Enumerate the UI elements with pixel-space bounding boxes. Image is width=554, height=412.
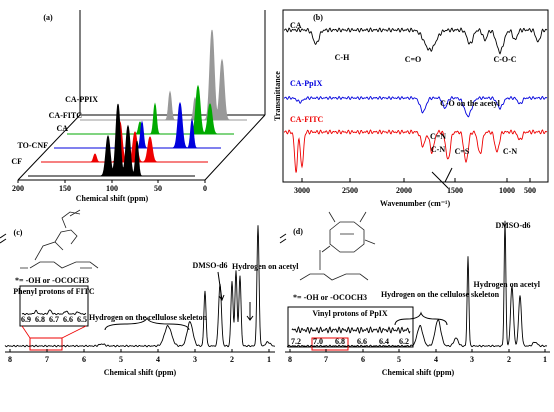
x-tick-label: 5	[397, 355, 401, 364]
annotation: C-O on the acetyl	[440, 99, 501, 108]
axis-title: Wavenumber (cm⁻¹)	[380, 199, 451, 208]
inset-tick: 6.2	[399, 337, 409, 346]
spectrum	[67, 84, 234, 135]
trace-label: CA-FITC	[290, 115, 324, 124]
annotation: C=S	[455, 147, 470, 156]
inset-tick: 6.8	[335, 337, 345, 346]
spectrum	[286, 220, 548, 348]
annotation: Hydrogen on the cellulose skeleton	[381, 290, 500, 299]
annotation: Hydrogen on acetyl	[232, 262, 299, 271]
spectra	[4, 27, 548, 352]
annotation: C=N	[430, 132, 446, 141]
inset-tick: 6.7	[49, 315, 59, 324]
spectrum	[4, 225, 275, 348]
x-tick-label: 5	[119, 355, 123, 364]
annotation: DMSO-d6	[192, 261, 227, 270]
annotation: *= -OH or -OCOCH3	[293, 293, 367, 302]
annotation: C=O	[405, 55, 422, 64]
panel-label: (d)	[293, 227, 303, 236]
spectrum	[21, 309, 87, 316]
x-tick-label: 2500	[342, 186, 358, 195]
x-tick-label: 2000	[396, 186, 412, 195]
panel-label: (b)	[313, 13, 323, 22]
x-tick-label: 1	[267, 355, 271, 364]
x-tick-label: 7	[324, 355, 328, 364]
spectrum	[284, 129, 548, 173]
inset-title: Vinyl protons of PpIX	[312, 309, 388, 318]
x-tick-label: 3	[193, 355, 197, 364]
x-tick-label: 3000	[294, 186, 310, 195]
panel-label: (c)	[14, 228, 23, 237]
trace-label: CA	[290, 21, 302, 30]
inset-tick: 7.2	[291, 337, 301, 346]
spectrum	[28, 103, 195, 177]
x-tick-label: 200	[12, 184, 24, 193]
x-tick-label: 6	[361, 355, 365, 364]
x-tick-label: 100	[106, 184, 118, 193]
inset-tick: 7.0	[313, 337, 323, 346]
inset-tick: 6.6	[357, 337, 367, 346]
x-tick-label: 1	[543, 355, 547, 364]
trace-label: CF	[11, 157, 22, 166]
panel-frames	[0, 9, 550, 353]
inset-tick: 6.9	[21, 315, 31, 324]
annotation: C-N	[503, 147, 517, 156]
spectrum	[291, 325, 411, 335]
x-tick-label: 6	[82, 355, 86, 364]
trace-label: CA	[56, 124, 68, 133]
annotation: *= -OH or -OCOCH3	[15, 276, 89, 285]
x-tick-label: 8	[8, 355, 12, 364]
x-tick-label: 7	[45, 355, 49, 364]
x-tick-label: 3	[470, 355, 474, 364]
x-tick-label: 2	[507, 355, 511, 364]
panel-label: (a)	[43, 13, 53, 22]
x-tick-label: 0	[203, 184, 207, 193]
annotation: C-O-C	[493, 55, 516, 64]
annotation: Hydrogen on acetyl	[473, 280, 540, 289]
trace-label: CA-FITC	[49, 111, 83, 120]
trace-label: CA-PPIX	[65, 95, 98, 104]
trace-label: TO-CNF	[17, 141, 48, 150]
annotation: DMSO-d6	[495, 221, 530, 230]
x-tick-label: 150	[59, 184, 71, 193]
inset-tick: 6.6	[63, 315, 73, 324]
inset-title: Phenyl protons of FITC	[13, 287, 95, 296]
x-tick-label: 1500	[447, 186, 463, 195]
axis-title: Transmittance	[273, 71, 282, 121]
inset-tick: 6.4	[379, 337, 389, 346]
x-tick-label: 4	[434, 355, 438, 364]
x-tick-label: 50	[154, 184, 162, 193]
x-tick-label: 1000	[499, 186, 515, 195]
x-tick-label: 8	[288, 355, 292, 364]
x-tick-label: 2	[230, 355, 234, 364]
trace-label: CA-PpIX	[290, 79, 323, 88]
x-tick-label: 4	[156, 355, 160, 364]
spectrum	[284, 27, 548, 55]
spectrum	[80, 29, 247, 121]
annotation: C-N	[431, 145, 445, 154]
axis-title: Chemical shift (ppm)	[76, 194, 149, 203]
x-tick-label: 500	[524, 186, 536, 195]
inset-tick: 6.8	[35, 315, 45, 324]
axis-title: Chemical shift (ppm)	[104, 368, 177, 377]
axis-title: Chemical shift (ppm)	[382, 368, 455, 377]
inset-tick: 6.5	[77, 315, 87, 324]
spectrum	[284, 95, 548, 118]
annotation: C-H	[335, 53, 350, 62]
annotation: Hydrogen on the cellulose skeleton	[89, 313, 208, 322]
